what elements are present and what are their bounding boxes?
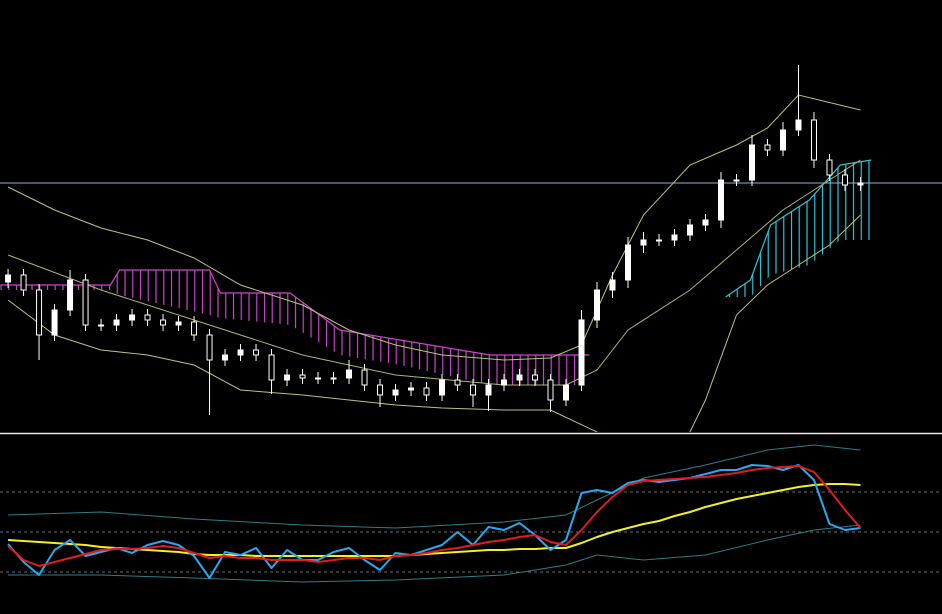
candle-body — [144, 314, 151, 321]
candle-body — [377, 384, 384, 396]
candle-body — [268, 354, 275, 381]
candle-body — [532, 374, 539, 381]
candle-body — [578, 319, 585, 386]
candle-body — [191, 321, 198, 336]
cloud — [0, 270, 590, 385]
candle-body — [67, 279, 74, 311]
candle-body — [857, 182, 864, 186]
indicator-line — [8, 524, 861, 583]
candle-body — [129, 314, 136, 321]
candle-body — [826, 159, 833, 176]
candle-body — [609, 279, 616, 291]
candle-body — [206, 334, 213, 361]
candle-body — [222, 354, 229, 361]
candle-body — [82, 279, 89, 326]
candle-body — [764, 144, 771, 151]
candle-body — [671, 234, 678, 241]
indicator-line — [7, 483, 861, 557]
candle-body — [299, 374, 306, 379]
cloud-edge — [725, 159, 872, 298]
band-line — [7, 214, 861, 432]
cloud — [725, 160, 872, 297]
candle-body — [748, 144, 755, 181]
candle-body — [702, 219, 709, 226]
candle-body — [563, 384, 570, 401]
candle-body — [346, 369, 353, 379]
candle-body — [423, 387, 430, 396]
candle-body — [284, 374, 291, 381]
candle-body — [594, 289, 601, 321]
candle-body — [160, 319, 167, 326]
candle-body — [810, 119, 817, 161]
candle-body — [175, 321, 182, 326]
candle-body — [439, 379, 446, 396]
indicator-line — [7, 465, 862, 567]
band-line — [7, 94, 861, 361]
oscillator-panel — [0, 444, 942, 583]
candle-body — [253, 349, 260, 356]
candle-body — [733, 179, 740, 182]
candle-body — [237, 349, 244, 356]
indicator-line — [8, 444, 861, 529]
cloud-edge — [0, 269, 590, 356]
candle-body — [361, 369, 368, 386]
candle-body — [470, 384, 477, 396]
candle-body — [98, 324, 105, 327]
candle-body — [640, 239, 647, 246]
candle-body — [485, 384, 492, 396]
candle-body — [20, 274, 27, 291]
candle-body — [392, 389, 399, 396]
candle-body — [315, 377, 322, 380]
candle-body — [408, 387, 415, 391]
candle-body — [686, 224, 693, 236]
candle-body — [717, 179, 724, 221]
candle-body — [5, 274, 12, 283]
candle-body — [795, 119, 802, 131]
candle-body — [547, 379, 554, 401]
candle-body — [625, 244, 631, 281]
price-panel — [0, 65, 942, 432]
candle-body — [841, 174, 848, 186]
candle-body — [516, 374, 523, 381]
candle-body — [113, 319, 120, 326]
candle-body — [779, 129, 786, 151]
candle-body — [501, 379, 508, 386]
candle-body — [655, 239, 662, 242]
candle-body — [454, 379, 461, 386]
indicator-line — [7, 464, 861, 579]
candle-body — [36, 289, 43, 336]
candle-body — [330, 377, 337, 380]
candle-body — [51, 309, 58, 336]
